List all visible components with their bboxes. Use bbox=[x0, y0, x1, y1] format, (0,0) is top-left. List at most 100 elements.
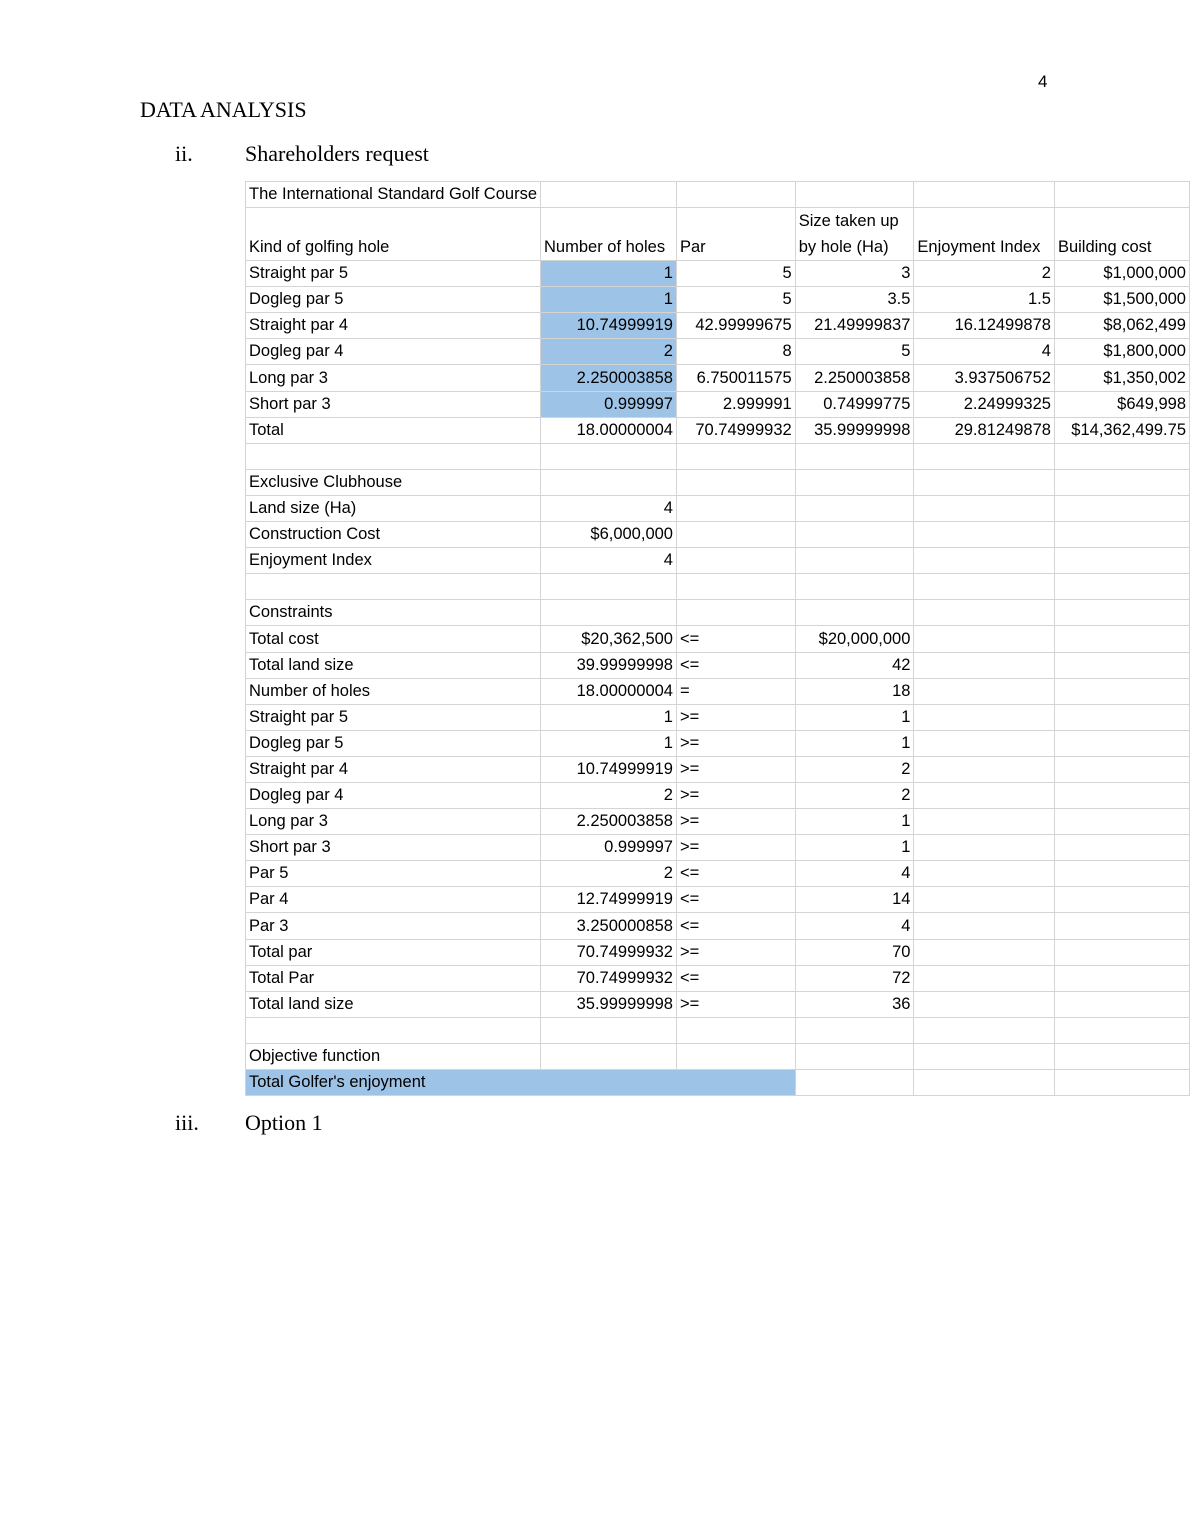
cell bbox=[913, 547, 1055, 575]
cell: 1 bbox=[794, 834, 915, 862]
table-row: Par 3 3.250000858 <= 4 bbox=[244, 912, 1190, 940]
column-header: Par bbox=[675, 207, 796, 262]
clubhouse-title: Exclusive Clubhouse bbox=[244, 468, 542, 496]
cell: 2 bbox=[540, 338, 677, 366]
cell bbox=[913, 1016, 1055, 1044]
cell bbox=[913, 990, 1055, 1018]
cell bbox=[675, 599, 796, 627]
table-row bbox=[244, 1016, 1190, 1044]
cell: 6.750011575 bbox=[675, 364, 796, 392]
cell bbox=[1053, 573, 1190, 601]
cell: Long par 3 bbox=[244, 808, 542, 836]
table-row: Kind of golfing hole Number of holes Par Si… bbox=[244, 207, 1190, 262]
operator: <= bbox=[675, 912, 796, 940]
cell: Straight par 4 bbox=[244, 312, 542, 340]
cell: Straight par 5 bbox=[244, 703, 542, 731]
cell bbox=[244, 442, 542, 470]
cell bbox=[540, 180, 677, 209]
cell bbox=[675, 1042, 796, 1071]
table-row: Total 18.00000004 70.74999932 35.99999998 29… bbox=[244, 416, 1190, 444]
operator: <= bbox=[675, 886, 796, 914]
cell bbox=[794, 573, 915, 601]
cell bbox=[794, 521, 915, 549]
cell: 72 bbox=[794, 964, 915, 992]
table-row: Total Golfer's enjoyment bbox=[245, 1068, 1190, 1097]
cell bbox=[1053, 964, 1190, 992]
cell: Straight par 5 bbox=[244, 260, 542, 288]
cell: 21.49999837 bbox=[794, 312, 915, 340]
cell: Total cost bbox=[244, 625, 542, 653]
operator: >= bbox=[675, 938, 796, 966]
cell bbox=[913, 938, 1055, 966]
cell: 1 bbox=[540, 729, 677, 757]
cell bbox=[1053, 521, 1190, 549]
table-row: Total cost $20,362,500 <= $20,000,000 bbox=[244, 625, 1190, 653]
subsection-title: Option 1 bbox=[245, 1110, 323, 1135]
table-row: Straight par 4 10.74999919 42.99999675 21.4… bbox=[244, 312, 1190, 340]
cell: 18 bbox=[794, 677, 915, 705]
cell bbox=[675, 494, 796, 523]
cell: 1 bbox=[794, 703, 915, 731]
cell bbox=[913, 442, 1055, 470]
cell: Par 4 bbox=[244, 886, 542, 914]
cell bbox=[244, 573, 542, 601]
cell bbox=[913, 521, 1055, 549]
cell: $1,800,000 bbox=[1053, 338, 1190, 366]
operator: >= bbox=[675, 755, 796, 783]
column-header: Number of holes bbox=[540, 207, 677, 262]
cell: Total par bbox=[244, 938, 542, 966]
cell bbox=[913, 834, 1055, 862]
table-row: Constraints bbox=[244, 599, 1190, 627]
cell: $649,998 bbox=[1053, 390, 1190, 418]
cell: 2.999991 bbox=[675, 390, 796, 418]
cell bbox=[794, 599, 915, 627]
column-header: Kind of golfing hole bbox=[244, 207, 542, 262]
cell bbox=[913, 703, 1055, 731]
cell: 5 bbox=[675, 260, 796, 288]
subsection-title: Shareholders request bbox=[245, 141, 429, 166]
table-row: Short par 3 0.999997 >= 1 bbox=[244, 834, 1190, 862]
cell: 3.937506752 bbox=[913, 364, 1055, 392]
table-row: Total Par 70.74999932 <= 72 bbox=[244, 964, 1190, 992]
cell: $14,362,499.75 bbox=[1053, 416, 1190, 444]
cell bbox=[1053, 938, 1190, 966]
cell: 2 bbox=[794, 755, 915, 783]
cell bbox=[913, 781, 1055, 810]
cell: 3 bbox=[794, 260, 915, 288]
table-row: Dogleg par 5 1 >= 1 bbox=[244, 729, 1190, 757]
operator: <= bbox=[675, 860, 796, 888]
cell: 70 bbox=[794, 938, 915, 966]
cell: Land size (Ha) bbox=[244, 494, 542, 523]
cell: 1 bbox=[540, 260, 677, 288]
cell bbox=[1053, 494, 1190, 523]
cell bbox=[1053, 547, 1190, 575]
cell bbox=[913, 755, 1055, 783]
cell bbox=[913, 808, 1055, 836]
cell bbox=[540, 599, 677, 627]
cell: 4 bbox=[540, 547, 677, 575]
cell: 35.99999998 bbox=[794, 416, 915, 444]
table-row: Long par 3 2.250003858 >= 1 bbox=[244, 808, 1190, 836]
table-row: Number of holes 18.00000004 = 18 bbox=[244, 677, 1190, 705]
operator: <= bbox=[675, 964, 796, 992]
table-row: Short par 3 0.999997 2.999991 0.74999775 2.2… bbox=[244, 390, 1190, 418]
cell bbox=[675, 442, 796, 470]
table-row: Construction Cost $6,000,000 bbox=[244, 521, 1190, 549]
cell: 3.5 bbox=[794, 286, 915, 314]
cell: $1,000,000 bbox=[1053, 260, 1190, 288]
table-row: Total par 70.74999932 >= 70 bbox=[244, 938, 1190, 966]
cell: $6,000,000 bbox=[540, 521, 677, 549]
cell bbox=[913, 494, 1055, 523]
cell: 2 bbox=[794, 781, 915, 810]
cell bbox=[675, 521, 796, 549]
cell bbox=[794, 1016, 915, 1044]
table-row: Straight par 5 1 5 3 2 $1,000,000 bbox=[244, 260, 1190, 288]
cell: 2.24999325 bbox=[913, 390, 1055, 418]
cell bbox=[913, 677, 1055, 705]
cell: 18.00000004 bbox=[540, 677, 677, 705]
table-row: Total land size 35.99999998 >= 36 bbox=[244, 990, 1190, 1018]
cell bbox=[1053, 703, 1190, 731]
cell bbox=[794, 442, 915, 470]
cell: 4 bbox=[794, 912, 915, 940]
cell: Dogleg par 5 bbox=[244, 286, 542, 314]
